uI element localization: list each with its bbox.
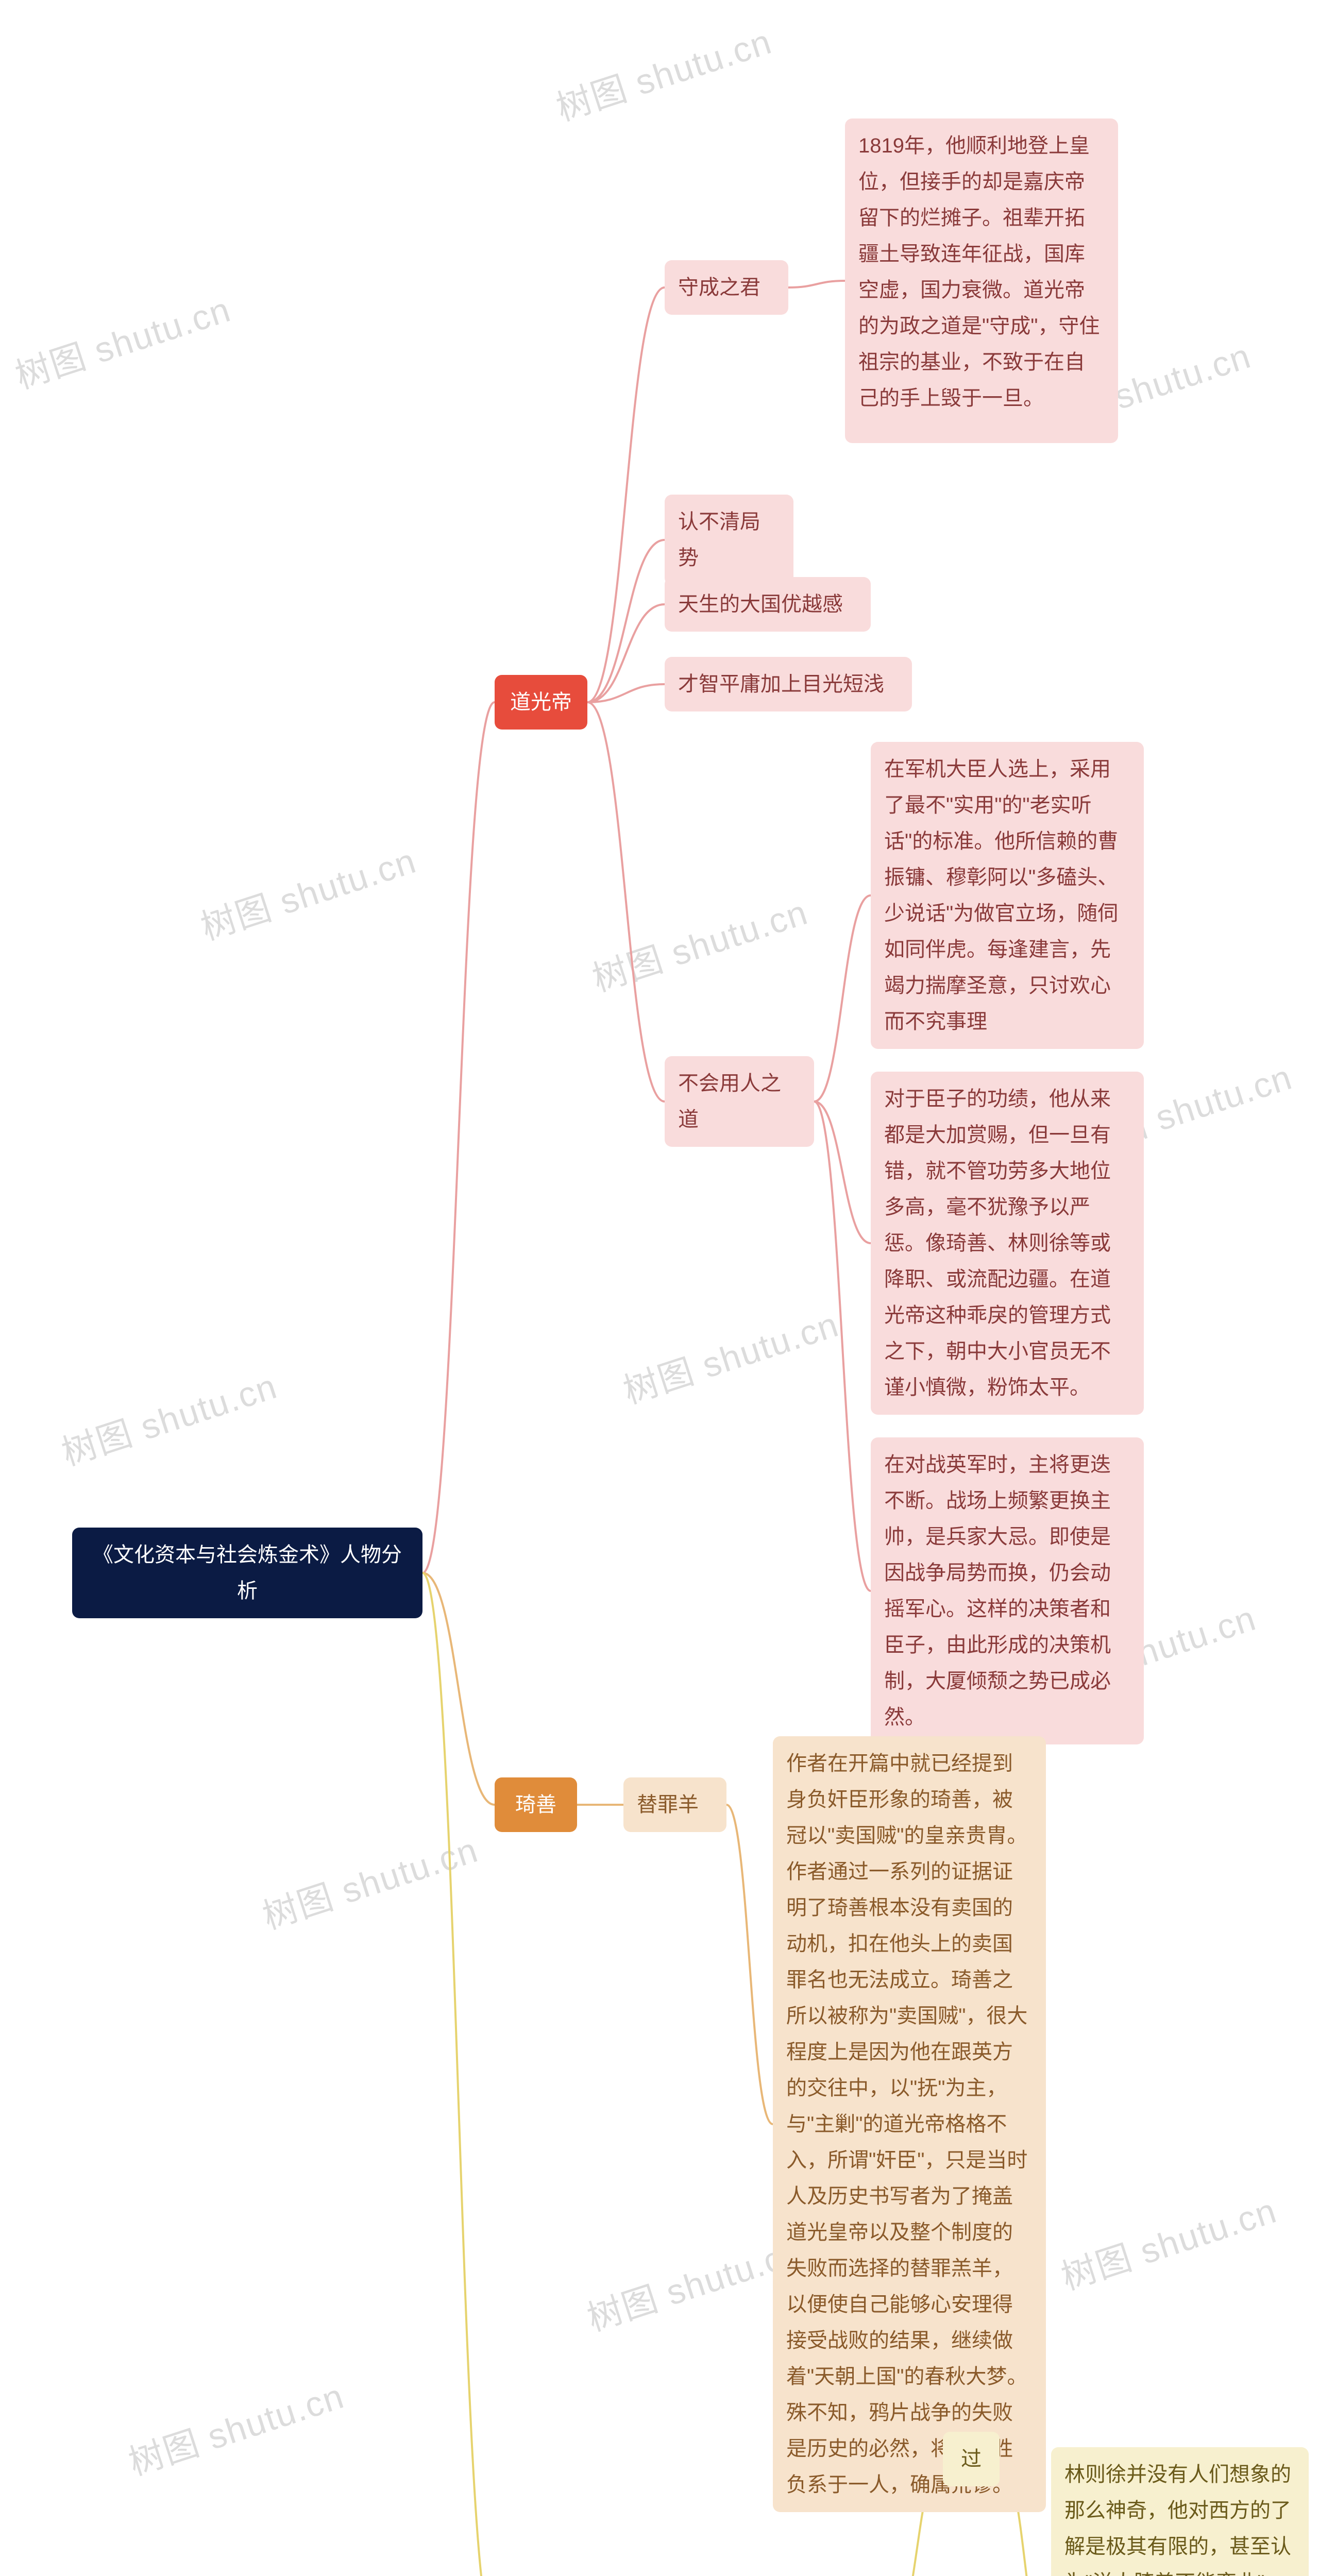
- node-qishan[interactable]: 琦善: [495, 1777, 577, 1832]
- node-label: 琦善: [515, 1787, 556, 1823]
- node-text: 在军机大臣人选上，采用了最不"实用"的"老实听话"的标准。他所信赖的曹振镛、穆彰…: [884, 758, 1118, 1033]
- node-caizhi[interactable]: 才智平庸加上目光短浅: [665, 657, 912, 711]
- node-label: 才智平庸加上目光短浅: [678, 666, 884, 702]
- node-buhuiyongren[interactable]: 不会用人之道: [665, 1056, 814, 1147]
- node-tizuiyang-detail[interactable]: 作者在开篇中就已经提到身负奸臣形象的琦善，被冠以"卖国贼"的皇亲贵胄。作者通过一…: [773, 1736, 1046, 2512]
- node-buhuiyongren-detail-2[interactable]: 对于臣子的功绩，他从来都是大加赏赐，但一旦有错，就不管功劳多大地位多高，毫不犹豫…: [871, 1072, 1144, 1415]
- node-daoguang[interactable]: 道光帝: [495, 675, 587, 730]
- node-shoucheng-detail[interactable]: 1819年，他顺利地登上皇位，但接手的却是嘉庆帝留下的烂摊子。祖辈开拓疆土导致连…: [845, 118, 1118, 443]
- node-renbuqing[interactable]: 认不清局势: [665, 495, 793, 585]
- node-text: 1819年，他顺利地登上皇位，但接手的却是嘉庆帝留下的烂摊子。祖辈开拓疆土导致连…: [858, 134, 1100, 410]
- mindmap-canvas: 树图 shutu.cn树图 shutu.cn树图 shutu.cn树图 shut…: [0, 0, 1319, 2576]
- node-text: 作者在开篇中就已经提到身负奸臣形象的琦善，被冠以"卖国贼"的皇亲贵胄。作者通过一…: [786, 1752, 1027, 2496]
- node-buhuiyongren-detail-3[interactable]: 在对战英军时，主将更迭不断。战场上频繁更换主帅，是兵家大忌。即使是因战争局势而换…: [871, 1437, 1144, 1744]
- node-label: 天生的大国优越感: [678, 586, 843, 622]
- node-text: 在对战英军时，主将更迭不断。战场上频繁更换主帅，是兵家大忌。即使是因战争局势而换…: [884, 1453, 1111, 1728]
- node-label: 不会用人之道: [678, 1065, 801, 1138]
- root-label: 《文化资本与社会炼金术》人物分析: [86, 1537, 409, 1609]
- node-tiansheng[interactable]: 天生的大国优越感: [665, 577, 871, 632]
- node-label: 认不清局势: [678, 504, 780, 576]
- node-guo[interactable]: 过: [943, 2432, 1000, 2486]
- node-label: 道光帝: [510, 684, 572, 720]
- node-text: 林则徐并没有人们想象的那么神奇，他对西方的了解是极其有限的，甚至认为"洋人膝盖不…: [1064, 2463, 1291, 2576]
- node-label: 过: [961, 2441, 982, 2477]
- node-buhuiyongren-detail-1[interactable]: 在军机大臣人选上，采用了最不"实用"的"老实听话"的标准。他所信赖的曹振镛、穆彰…: [871, 742, 1144, 1049]
- node-label: 守成之君: [678, 269, 760, 306]
- root-node[interactable]: 《文化资本与社会炼金术》人物分析: [72, 1528, 422, 1618]
- node-label: 替罪羊: [637, 1787, 699, 1823]
- node-tizuiyang[interactable]: 替罪羊: [623, 1777, 726, 1832]
- node-text: 对于臣子的功绩，他从来都是大加赏赐，但一旦有错，就不管功劳多大地位多高，毫不犹豫…: [884, 1088, 1111, 1399]
- node-shoucheng[interactable]: 守成之君: [665, 260, 788, 315]
- node-guo-detail[interactable]: 林则徐并没有人们想象的那么神奇，他对西方的了解是极其有限的，甚至认为"洋人膝盖不…: [1051, 2447, 1309, 2576]
